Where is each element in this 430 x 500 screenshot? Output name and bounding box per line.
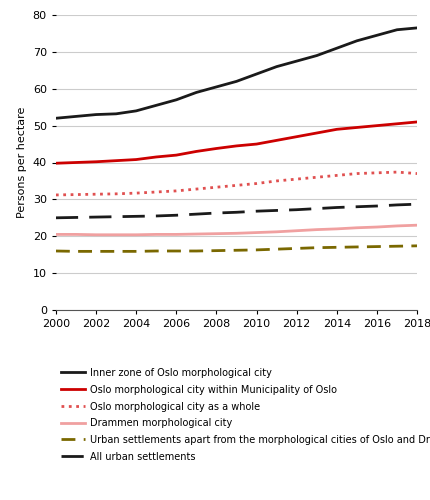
Y-axis label: Persons per hectare: Persons per hectare xyxy=(17,107,27,218)
Legend: Inner zone of Oslo morphological city, Oslo morphological city within Municipali: Inner zone of Oslo morphological city, O… xyxy=(61,368,430,462)
